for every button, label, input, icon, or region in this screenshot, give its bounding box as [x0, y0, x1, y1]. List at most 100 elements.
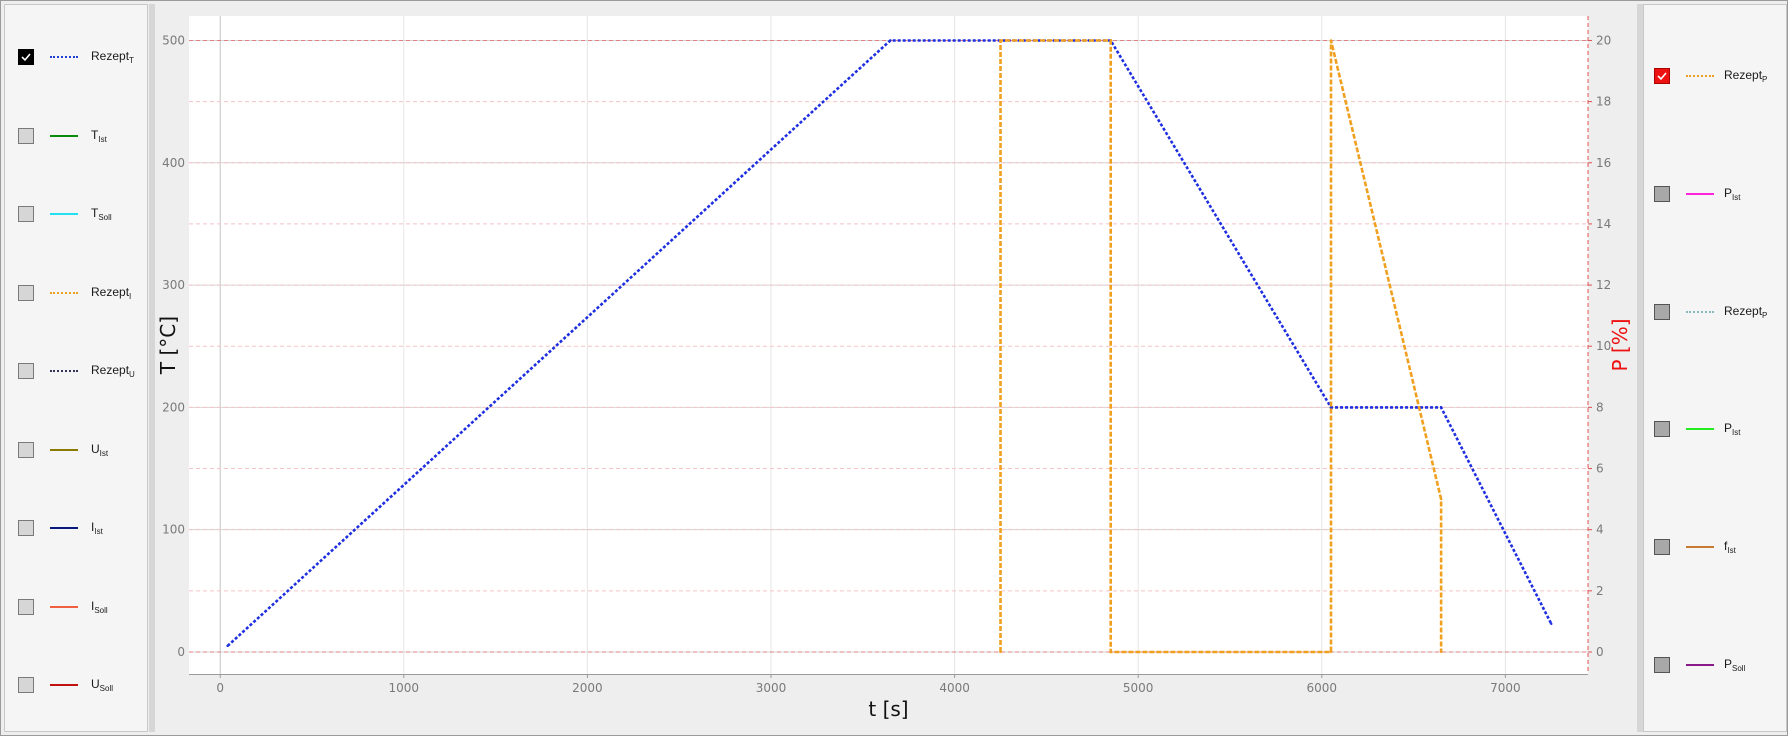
legend-checkbox[interactable] [1654, 68, 1670, 84]
legend-item-p-ist[interactable]: PIst [1644, 182, 1784, 206]
legend-item-rezept-i[interactable]: RezeptI [5, 281, 145, 305]
legend-checkbox[interactable] [1654, 421, 1670, 438]
legend-line-swatch [50, 448, 78, 451]
legend-checkbox[interactable] [18, 363, 34, 379]
checkmark-icon [21, 53, 31, 62]
series-line-rezept-t [226, 39, 1553, 647]
y-tick-label: 100 [162, 523, 185, 537]
y2-axis-title: P [%] [1608, 318, 1632, 371]
y2-tick-label: 4 [1596, 523, 1604, 537]
legend-line-swatch [1686, 428, 1714, 431]
legend-line-swatch [1686, 192, 1714, 195]
y2-tick-label: 16 [1596, 156, 1611, 170]
legend-line-swatch [50, 291, 78, 294]
left-legend-panel: RezeptT TIst TSoll RezeptI RezeptU UIst IIst IS… [4, 4, 148, 732]
legend-label: RezeptI [91, 284, 132, 301]
legend-checkbox[interactable] [18, 206, 34, 222]
series-point [1329, 39, 1333, 42]
legend-item-t-ist[interactable]: TIst [5, 124, 145, 148]
y2-tick-label: 8 [1596, 400, 1604, 414]
y2-tick-label: 12 [1596, 278, 1611, 292]
y2-tick-label: 0 [1596, 645, 1604, 659]
legend-line-swatch [50, 213, 78, 215]
legend-line-swatch [50, 370, 78, 372]
series-point [889, 39, 892, 42]
legend-label: RezeptP [1724, 303, 1768, 320]
legend-line-swatch [50, 527, 78, 529]
left-splitter[interactable] [149, 4, 155, 732]
legend-item-rezept-p[interactable]: RezeptP [1644, 64, 1784, 88]
series-point [1329, 406, 1333, 409]
checkmark-icon [1657, 72, 1667, 81]
legend-item-rezept-p[interactable]: RezeptP [1644, 300, 1784, 324]
legend-label: UIst [91, 441, 109, 458]
series-point [1109, 650, 1112, 654]
legend-checkbox[interactable] [18, 127, 34, 144]
legend-item-u-soll[interactable]: USoll [5, 673, 145, 697]
legend-line-swatch [50, 56, 78, 58]
series-point [1550, 622, 1553, 626]
y2-tick-label: 6 [1596, 462, 1604, 476]
series-point [999, 39, 1002, 42]
y2-tick-label: 20 [1596, 33, 1611, 47]
legend-item-i-ist[interactable]: IIst [5, 516, 145, 540]
legend-item-rezept-t[interactable]: RezeptT [5, 45, 145, 69]
legend-label: fIst [1724, 539, 1736, 556]
chart[interactable]: 0 1000 2000 3000 4000 5000 6000 700001002003004… [157, 4, 1641, 732]
legend-label: PIst [1724, 421, 1741, 438]
y2-tick-label: 10 [1596, 339, 1611, 353]
x-tick-label: 1000 [389, 681, 420, 695]
y-tick-label: 500 [162, 33, 185, 47]
legend-line-swatch [1686, 546, 1714, 549]
legend-label: ISoll [91, 598, 108, 615]
legend-label: USoll [91, 677, 114, 693]
legend-checkbox[interactable] [18, 284, 34, 301]
x-tick-label: 4000 [939, 681, 970, 695]
legend-line-swatch [50, 684, 78, 686]
legend-item-p-ist[interactable]: PIst [1644, 417, 1784, 441]
series-point [226, 644, 229, 648]
x-axis-title: t [s] [868, 697, 908, 721]
legend-label: IIst [91, 520, 103, 536]
legend-item-p-soll[interactable]: PSoll [1644, 653, 1784, 677]
series-point [1329, 650, 1333, 654]
legend-line-swatch [50, 605, 78, 608]
right-splitter[interactable] [1637, 4, 1643, 732]
series-point [1439, 650, 1443, 654]
x-tick-label: 2000 [572, 681, 603, 695]
legend-line-swatch [1686, 75, 1714, 77]
y-tick-label: 200 [162, 400, 185, 414]
legend-checkbox[interactable] [1654, 657, 1670, 673]
legend-checkbox[interactable] [18, 49, 34, 65]
legend-item-f-ist[interactable]: fIst [1644, 535, 1784, 559]
series-point [1439, 406, 1443, 409]
legend-checkbox[interactable] [1654, 539, 1670, 556]
y-tick-label: 0 [177, 645, 185, 659]
y-tick-label: 400 [162, 156, 185, 170]
legend-checkbox[interactable] [18, 598, 34, 615]
series-point [1109, 39, 1112, 42]
legend-checkbox[interactable] [18, 441, 34, 458]
legend-item-i-soll[interactable]: ISoll [5, 595, 145, 619]
legend-line-swatch [50, 134, 78, 137]
x-tick-label: 0 [216, 681, 224, 695]
legend-label: TSoll [91, 206, 112, 222]
legend-item-rezept-u[interactable]: RezeptU [5, 359, 145, 383]
legend-label: TIst [91, 127, 107, 144]
series-point [999, 650, 1002, 654]
legend-label: RezeptP [1724, 68, 1768, 84]
legend-label: RezeptT [91, 49, 134, 65]
legend-checkbox[interactable] [18, 520, 34, 536]
legend-item-u-ist[interactable]: UIst [5, 438, 145, 462]
legend-checkbox[interactable] [1654, 303, 1670, 320]
y-axis-title: T [°C] [157, 316, 180, 375]
plot-background [189, 16, 1588, 674]
series-line-rezept-p [999, 39, 1443, 654]
legend-checkbox[interactable] [18, 677, 34, 693]
y-tick-label: 300 [162, 278, 185, 292]
legend-item-t-soll[interactable]: TSoll [5, 202, 145, 226]
right-legend-panel: RezeptP PIst RezeptP PIst fIst PSoll [1643, 4, 1787, 732]
legend-checkbox[interactable] [1654, 185, 1670, 202]
x-tick-label: 6000 [1307, 681, 1338, 695]
